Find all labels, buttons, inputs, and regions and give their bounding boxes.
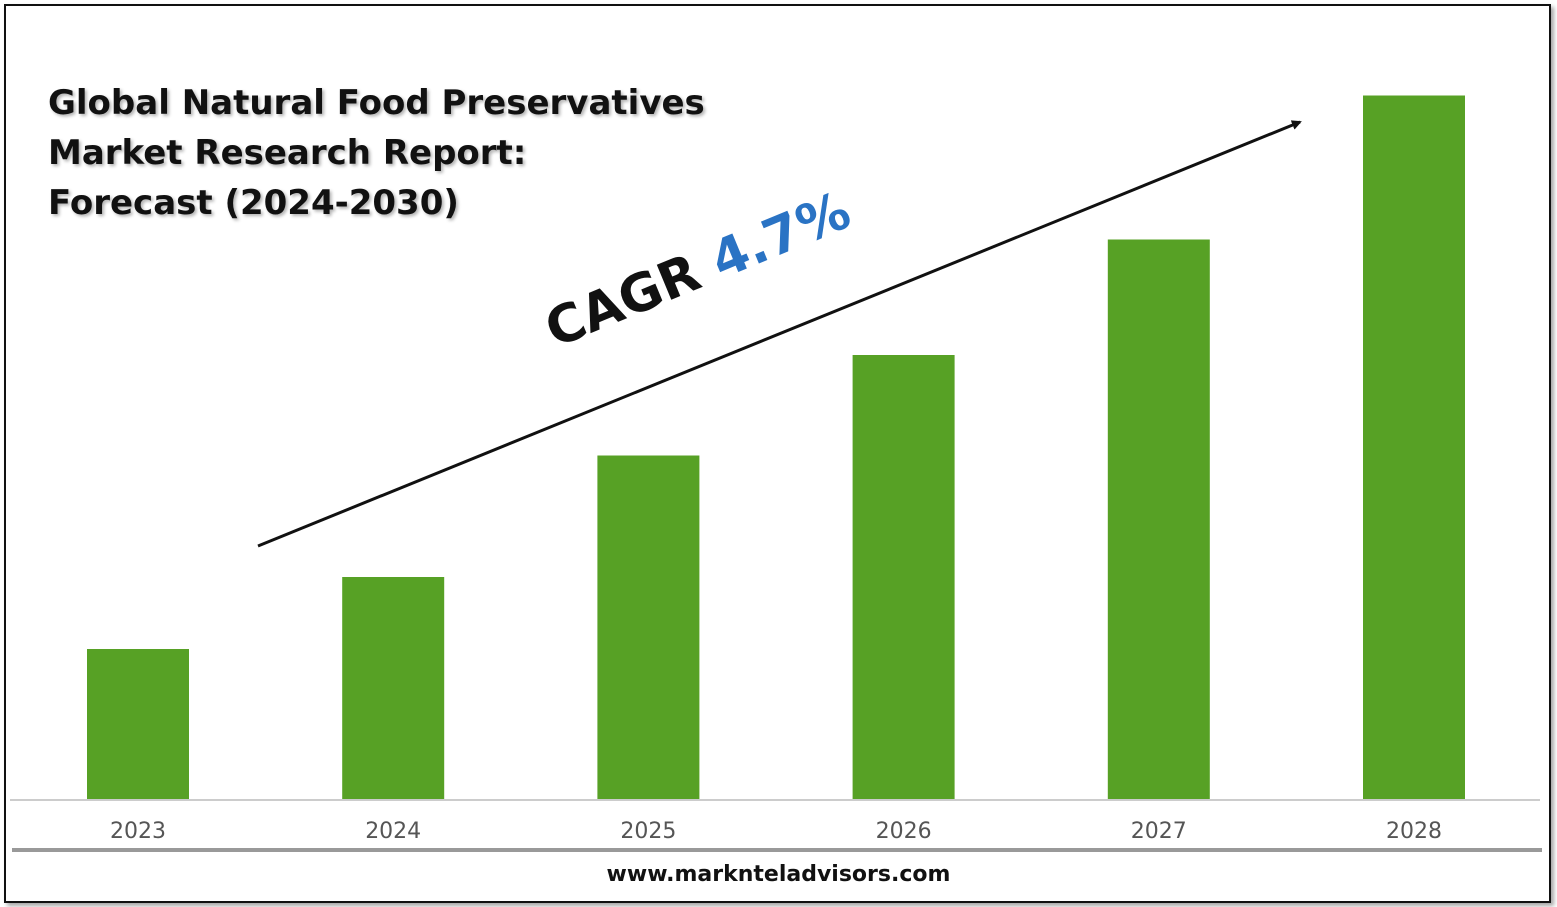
bar-2024 bbox=[342, 577, 445, 799]
x-tick-label-2023: 2023 bbox=[110, 819, 166, 844]
x-tick-label-2028: 2028 bbox=[1386, 819, 1442, 844]
bar-2027 bbox=[1107, 239, 1210, 799]
bar-2023 bbox=[87, 649, 189, 799]
title-line-3: Forecast (2024-2030) bbox=[48, 183, 459, 223]
bar-2026 bbox=[852, 355, 955, 799]
title-line-1: Global Natural Food Preservatives bbox=[48, 83, 705, 123]
bars-group bbox=[87, 95, 1465, 799]
footer-website: www.marknteladvisors.com bbox=[606, 862, 951, 887]
bar-2025 bbox=[597, 455, 700, 799]
chart-frame bbox=[4, 4, 1551, 903]
bar-2028 bbox=[1363, 95, 1465, 799]
x-tick-label-2027: 2027 bbox=[1131, 819, 1187, 844]
x-tick-label-2026: 2026 bbox=[876, 819, 932, 844]
title-line-2: Market Research Report: bbox=[48, 133, 527, 173]
x-tick-label-2024: 2024 bbox=[365, 819, 421, 844]
x-tick-label-2025: 2025 bbox=[620, 819, 676, 844]
x-tick-labels: 2023 2024 2025 2026 2027 2028 bbox=[110, 819, 1442, 844]
trend-arrow bbox=[257, 120, 1302, 548]
chart-title: Global Natural Food Preservatives Market… bbox=[48, 78, 768, 228]
